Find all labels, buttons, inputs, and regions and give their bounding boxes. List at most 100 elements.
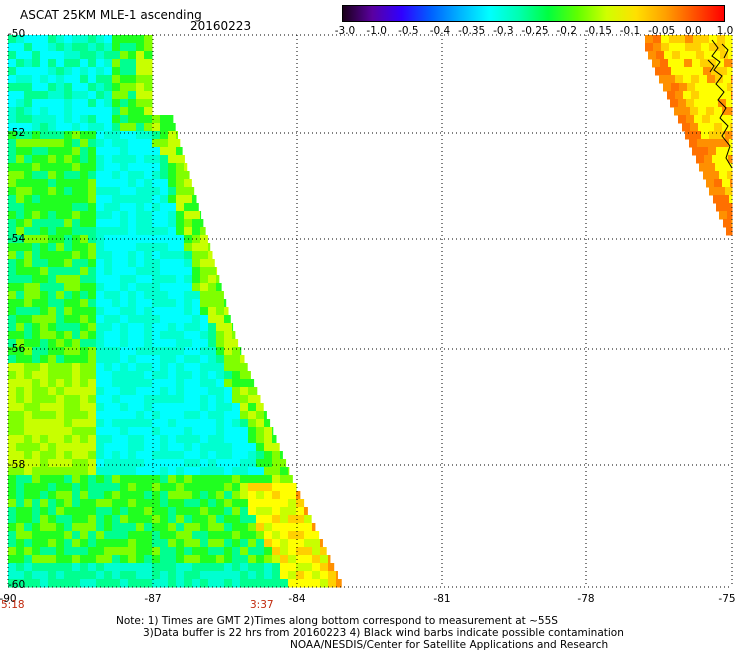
wind-cell (144, 507, 153, 516)
wind-cell (320, 547, 327, 556)
wind-cell (144, 491, 153, 500)
wind-cell (104, 507, 113, 516)
wind-cell (80, 427, 89, 436)
wind-cell (136, 195, 145, 204)
wind-cell (104, 267, 113, 276)
wind-cell (48, 443, 57, 452)
wind-cell (664, 51, 673, 60)
wind-cell (661, 43, 670, 52)
wind-cell (192, 491, 201, 500)
wind-cell (699, 163, 708, 172)
wind-cell (56, 507, 65, 516)
wind-cell (104, 315, 113, 324)
wind-cell (128, 67, 137, 76)
wind-cell (160, 283, 169, 292)
wind-cell (112, 267, 121, 276)
wind-cell (224, 499, 233, 508)
wind-cell (88, 99, 97, 108)
wind-cell (160, 339, 169, 348)
wind-cell (152, 459, 161, 468)
wind-cell (699, 91, 708, 100)
wind-cell (216, 435, 225, 444)
wind-cell (88, 83, 97, 92)
wind-cell (120, 563, 129, 572)
wind-cell (24, 395, 33, 404)
wind-cell (56, 331, 65, 340)
wind-cell (24, 307, 33, 316)
wind-cell (8, 259, 17, 268)
wind-cell (16, 227, 25, 236)
wind-cell (176, 571, 185, 580)
wind-cell (208, 403, 217, 412)
wind-cell (32, 107, 41, 116)
wind-cell (240, 363, 248, 372)
wind-cell (264, 443, 273, 452)
wind-cell (88, 187, 97, 196)
wind-cell (80, 195, 89, 204)
wind-cell (24, 99, 33, 108)
wind-cell (24, 187, 33, 196)
wind-cell (240, 475, 249, 484)
color-scale-tick-label: 0.0 (684, 25, 702, 37)
wind-cell (288, 571, 297, 580)
wind-cell (64, 379, 73, 388)
wind-cell (216, 387, 225, 396)
wind-cell (128, 259, 137, 268)
wind-cell (152, 251, 161, 260)
wind-cell (32, 251, 41, 260)
wind-cell (208, 411, 217, 420)
wind-cell (88, 459, 97, 468)
wind-cell (655, 67, 664, 76)
wind-cell (24, 347, 33, 356)
wind-cell (32, 307, 41, 316)
wind-cell (328, 563, 335, 572)
wind-cell (663, 67, 672, 76)
wind-cell (80, 371, 89, 380)
wind-cell (64, 355, 73, 364)
wind-cell (16, 491, 25, 500)
wind-cell (200, 515, 209, 524)
wind-cell (240, 371, 249, 380)
wind-cell (248, 539, 257, 548)
wind-cell (264, 555, 273, 564)
wind-cell (200, 403, 209, 412)
wind-cell (256, 475, 265, 484)
wind-cell (160, 539, 169, 548)
wind-cell (168, 227, 177, 236)
wind-cell (256, 427, 265, 436)
wind-cell (718, 99, 727, 108)
wind-cell (128, 275, 137, 284)
wind-cell (208, 371, 217, 380)
wind-cell (264, 475, 273, 484)
wind-cell (8, 251, 17, 260)
wind-cell (144, 35, 153, 44)
wind-cell (56, 315, 65, 324)
wind-cell (240, 419, 249, 428)
wind-cell (48, 59, 57, 68)
wind-cell (160, 491, 169, 500)
wind-cell (80, 395, 89, 404)
wind-cell (232, 499, 241, 508)
wind-cell (96, 99, 105, 108)
wind-cell (712, 51, 721, 60)
wind-cell (80, 227, 89, 236)
wind-cell (32, 475, 41, 484)
wind-cell (208, 259, 215, 268)
wind-cell (72, 323, 81, 332)
wind-cell (120, 139, 129, 148)
wind-cell (128, 459, 137, 468)
wind-cell (48, 99, 57, 108)
wind-cell (48, 419, 57, 428)
wind-cell (88, 467, 97, 476)
wind-cell (719, 67, 728, 76)
wind-cell (312, 547, 321, 556)
wind-cell (232, 331, 236, 340)
wind-cell (80, 331, 89, 340)
wind-cell (104, 131, 113, 140)
wind-cell (32, 203, 41, 212)
wind-cell (40, 555, 49, 564)
wind-cell (128, 179, 137, 188)
wind-cell (48, 427, 57, 436)
wind-cell (40, 571, 49, 580)
wind-cell (144, 579, 153, 588)
